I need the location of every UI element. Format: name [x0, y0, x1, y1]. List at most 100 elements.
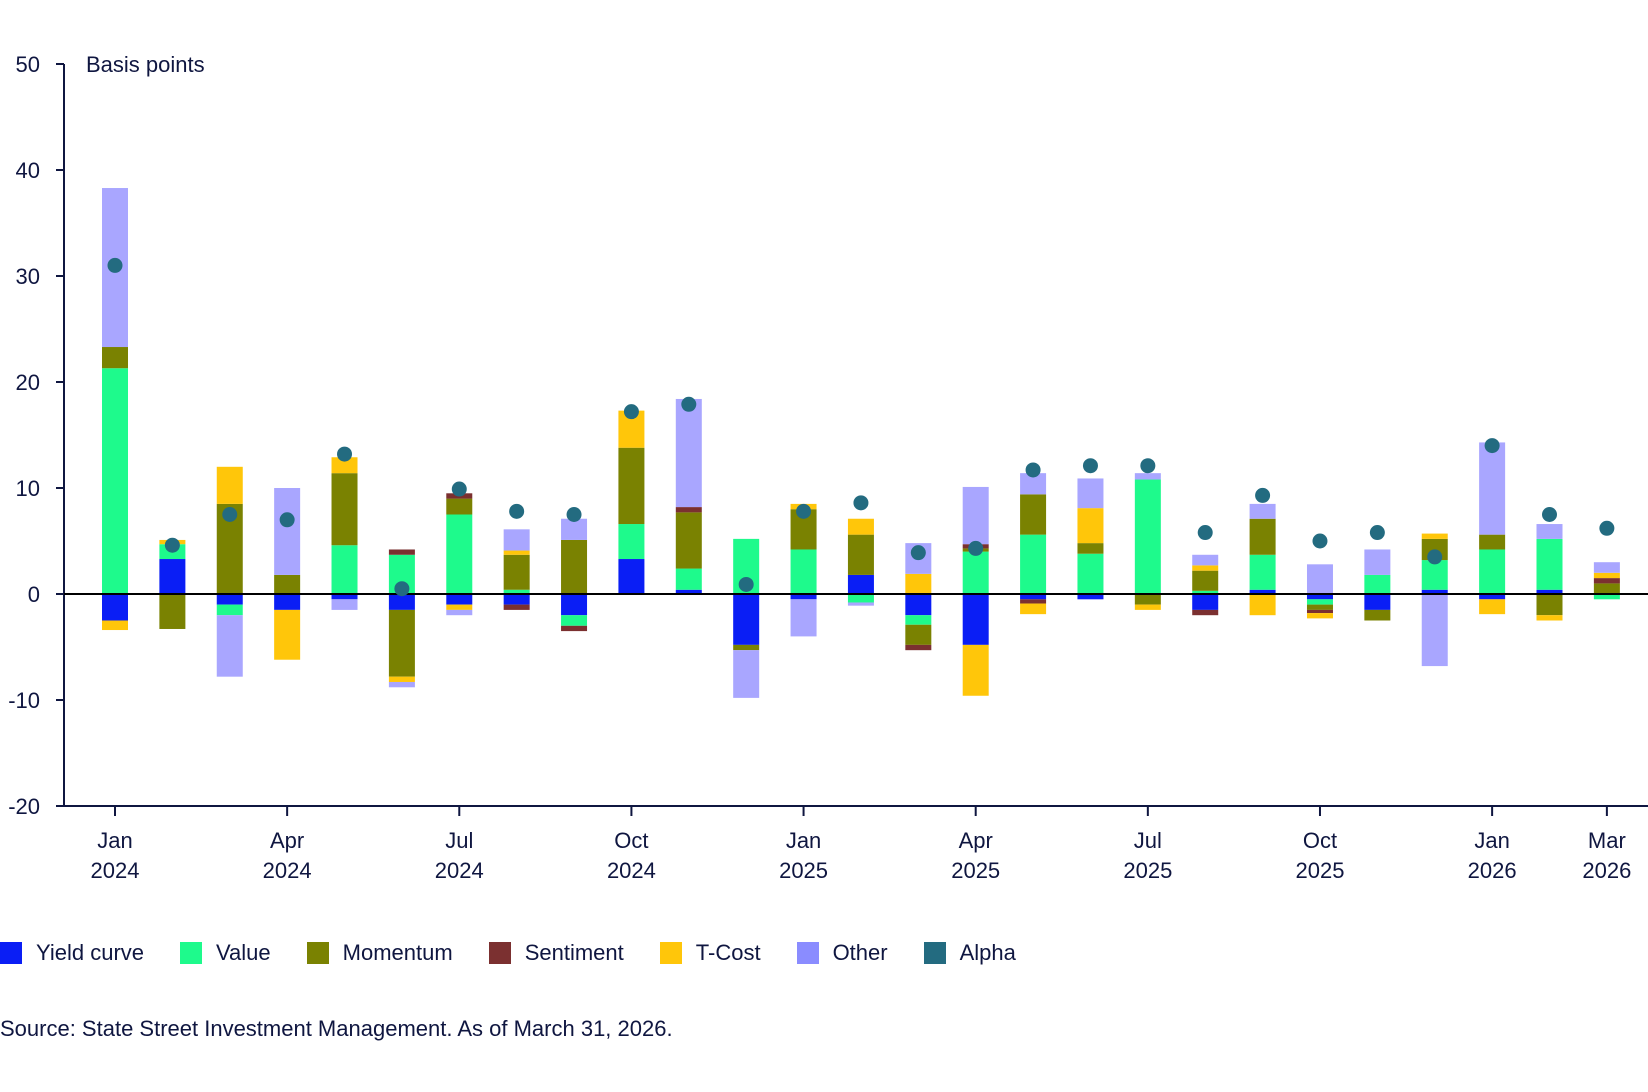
alpha-dot: [1369, 525, 1385, 541]
y-axis: 50 40 30 20 10 0 -10 -20 Basis points: [8, 52, 204, 819]
bar-segment-yield-curve: [1536, 589, 1563, 594]
x-tick-label-month: Oct: [614, 828, 648, 853]
bar-segment-value: [1192, 590, 1219, 594]
alpha-dot: [1427, 549, 1443, 565]
bar-segment-t-cost: [962, 644, 989, 696]
alpha-dots: [107, 257, 1615, 597]
bar-segment-other: [962, 486, 989, 545]
x-tick-label-month: Jul: [1134, 828, 1162, 853]
bar-segment-yield-curve: [1364, 594, 1391, 610]
bar-segment-value: [561, 615, 588, 626]
alpha-dot: [1082, 458, 1098, 474]
bar-segment-momentum: [102, 347, 128, 369]
bar-segment-momentum: [1134, 594, 1161, 605]
bar-segment-value: [962, 551, 989, 594]
legend-label: T-Cost: [695, 940, 761, 965]
y-tick-label: -10: [8, 688, 40, 713]
bar-segment-value: [1077, 553, 1104, 594]
bar-segment-value: [503, 589, 530, 594]
bar-segment-momentum: [675, 512, 702, 569]
bar-segment-momentum: [1192, 570, 1219, 591]
legend-swatch: [659, 942, 682, 964]
bar-segment-other: [1306, 564, 1333, 594]
bar-segment-yield-curve: [1479, 594, 1506, 600]
bar-segment-value: [1134, 479, 1161, 594]
legend-item: T-Cost: [659, 940, 761, 966]
bar-segment-sentiment: [561, 625, 588, 632]
bar-segment-other: [388, 681, 415, 688]
bar-segment-momentum: [1364, 609, 1391, 621]
alpha-dot: [279, 512, 295, 528]
x-tick-label-year: 2025: [1123, 858, 1172, 883]
x-tick-label-year: 2024: [263, 858, 312, 883]
bar-segment-momentum: [1536, 594, 1563, 616]
bar-segment-t-cost: [1421, 533, 1448, 539]
bar-segment-momentum: [159, 594, 186, 629]
bar-segment-other: [1479, 442, 1506, 535]
alpha-dot: [222, 507, 238, 522]
bar-segment-yield-curve: [216, 594, 243, 605]
bar-segment-value: [1593, 594, 1620, 600]
bar-segment-other: [790, 599, 817, 637]
bar-segment-t-cost: [503, 550, 530, 555]
alpha-dot: [623, 404, 639, 420]
bar-segment-yield-curve: [102, 594, 128, 621]
legend-item: Other: [796, 940, 888, 966]
bar-segment-yield-curve: [733, 594, 760, 645]
bar-segment-value: [847, 594, 874, 603]
bar-segment-value: [216, 604, 243, 616]
bar-segment-momentum: [388, 609, 415, 677]
legend-label: Alpha: [959, 940, 1016, 965]
bar-segment-t-cost: [274, 609, 301, 660]
y-tick-label: 10: [16, 476, 40, 501]
bar-segment-sentiment: [675, 507, 702, 513]
bar-segment-other: [1192, 554, 1219, 566]
bar-segment-momentum: [503, 554, 530, 590]
alpha-dot: [1197, 525, 1213, 541]
stacked-bar-chart: 50 40 30 20 10 0 -10 -20 Basis points Jan 2024 Apr…: [8, 52, 1648, 883]
bar-segment-t-cost: [905, 573, 932, 594]
bar-segment-momentum: [1593, 583, 1620, 594]
legend: Yield curve Value Momentum Sentiment T-Cost O…: [0, 940, 1052, 966]
bar-segment-other: [847, 602, 874, 606]
bar-segment-value: [1306, 599, 1333, 605]
bar-segment-t-cost: [1134, 604, 1161, 610]
y-tick-label: 20: [16, 370, 40, 395]
legend-label: Value: [216, 940, 271, 965]
x-tick-label-year: 2024: [435, 858, 484, 883]
bar-segment-momentum: [618, 447, 645, 525]
bar-segment-momentum: [905, 624, 932, 645]
legend-swatch: [306, 942, 329, 964]
bar-segment-yield-curve: [446, 594, 473, 605]
bar-segment-yield-curve: [905, 594, 932, 616]
bar-segment-other: [1593, 562, 1620, 573]
bar-segment-t-cost: [1593, 572, 1620, 579]
bar-segment-value: [1536, 538, 1563, 590]
bar-segment-sentiment: [905, 644, 932, 651]
bar-segment-momentum: [1249, 518, 1276, 555]
x-tick-label-month: Mar: [1588, 828, 1626, 853]
bar-segment-yield-curve: [1249, 589, 1276, 594]
bar-segment-other: [675, 398, 702, 508]
bars: [102, 188, 1620, 698]
bar-segment-t-cost: [1192, 565, 1219, 571]
x-tick-label-year: 2025: [1296, 858, 1345, 883]
bar-segment-t-cost: [1536, 615, 1563, 621]
legend-swatch: [796, 942, 819, 964]
legend-label: Yield curve: [36, 940, 145, 965]
bar-segment-t-cost: [847, 518, 874, 535]
x-tick-label-month: Apr: [959, 828, 993, 853]
legend-swatch: [488, 942, 511, 964]
bar-segment-other: [446, 609, 473, 616]
y-tick-label: 30: [16, 264, 40, 289]
x-tick-label-month: Jan: [1474, 828, 1509, 853]
bar-segment-momentum: [1306, 604, 1333, 610]
legend-item: Sentiment: [488, 940, 624, 966]
alpha-dot: [910, 545, 926, 561]
legend-item: Yield curve: [0, 940, 144, 966]
alpha-dot: [394, 581, 410, 597]
bar-segment-value: [675, 568, 702, 590]
y-tick-label: 50: [16, 52, 40, 77]
alpha-dot: [1484, 438, 1500, 454]
bar-segment-momentum: [847, 534, 874, 575]
